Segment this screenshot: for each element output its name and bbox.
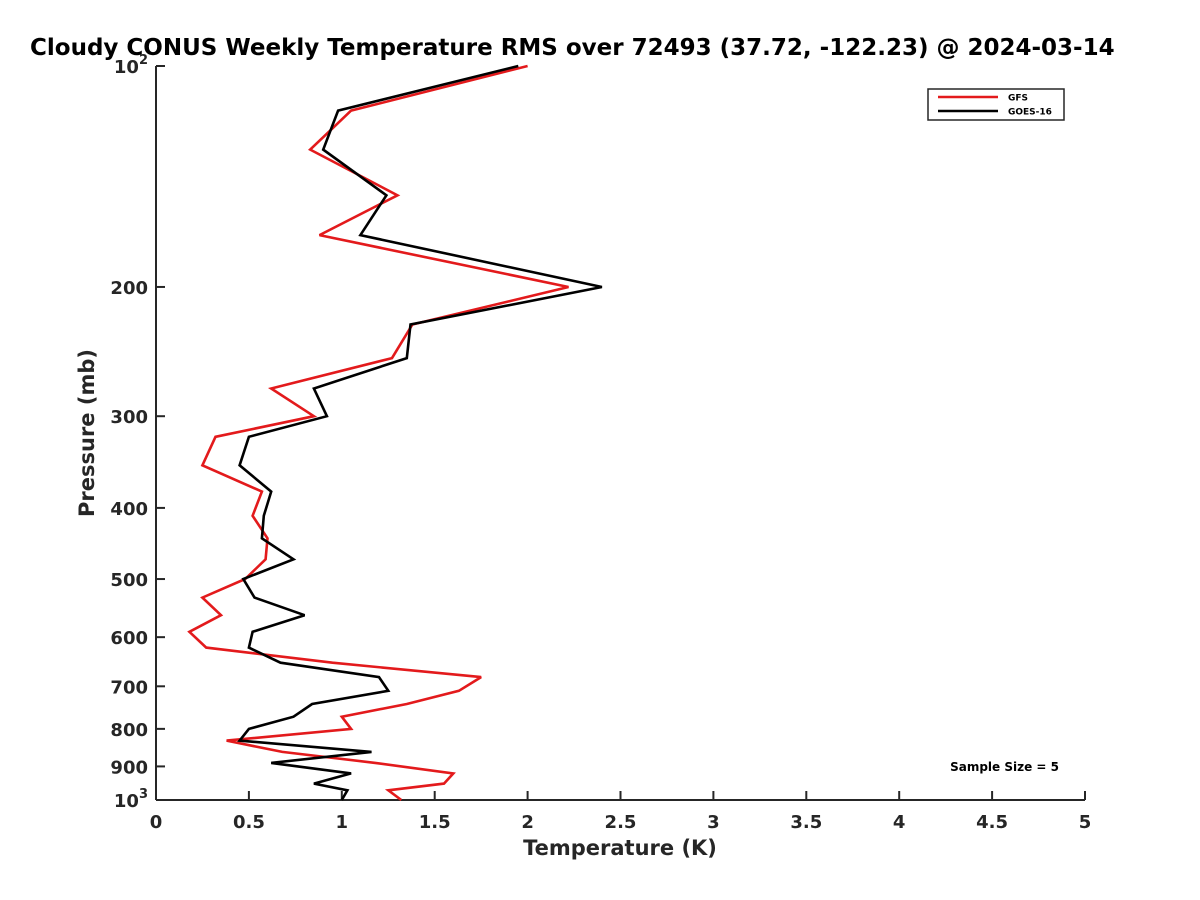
x-tick-label: 1.5 <box>419 812 451 833</box>
y-tick-label: 200 <box>110 278 148 299</box>
axes: 0 0.5 1 1.5 2 2.5 3 3.5 4 4.5 5 102 200 300 400 500 600 7… <box>110 53 1091 833</box>
legend-box <box>927 88 1065 121</box>
x-tick-label: 4 <box>893 812 906 833</box>
x-tick-label: 5 <box>1079 812 1092 833</box>
legend-label: GOES-16 <box>1008 108 1052 118</box>
x-tick-label: 4.5 <box>976 812 1008 833</box>
x-tick-label: 1 <box>336 812 349 833</box>
y-tick-label: 300 <box>110 407 148 428</box>
y-tick-label: 103 <box>114 787 148 812</box>
x-tick-label: 3 <box>707 812 720 833</box>
series-line-goes-16 <box>237 64 603 801</box>
y-tick-label: 102 <box>114 53 148 78</box>
y-tick-label: 500 <box>110 570 148 591</box>
series-lines <box>187 64 603 802</box>
y-tick-label: 800 <box>110 720 148 741</box>
x-tick-label: 2 <box>521 812 534 833</box>
y-tick-label: 700 <box>110 677 148 698</box>
y-tick-label: 900 <box>110 757 148 778</box>
series-line-gfs <box>187 64 569 802</box>
sample-size-annotation: Sample Size = 5 <box>950 760 1059 774</box>
x-tick-label: 2.5 <box>605 812 637 833</box>
y-tick-label: 600 <box>110 628 148 649</box>
legend: GFS GOES-16 <box>927 88 1065 121</box>
chart-title: Cloudy CONUS Weekly Temperature RMS over… <box>30 35 1115 61</box>
x-tick-label: 0 <box>150 812 163 833</box>
x-tick-label: 0.5 <box>233 812 265 833</box>
y-tick-label: 400 <box>110 499 148 520</box>
legend-label: GFS <box>1008 94 1028 104</box>
y-axis-label: Pressure (mb) <box>75 349 99 517</box>
x-axis-label: Temperature (K) <box>523 836 717 860</box>
x-tick-label: 3.5 <box>790 812 822 833</box>
